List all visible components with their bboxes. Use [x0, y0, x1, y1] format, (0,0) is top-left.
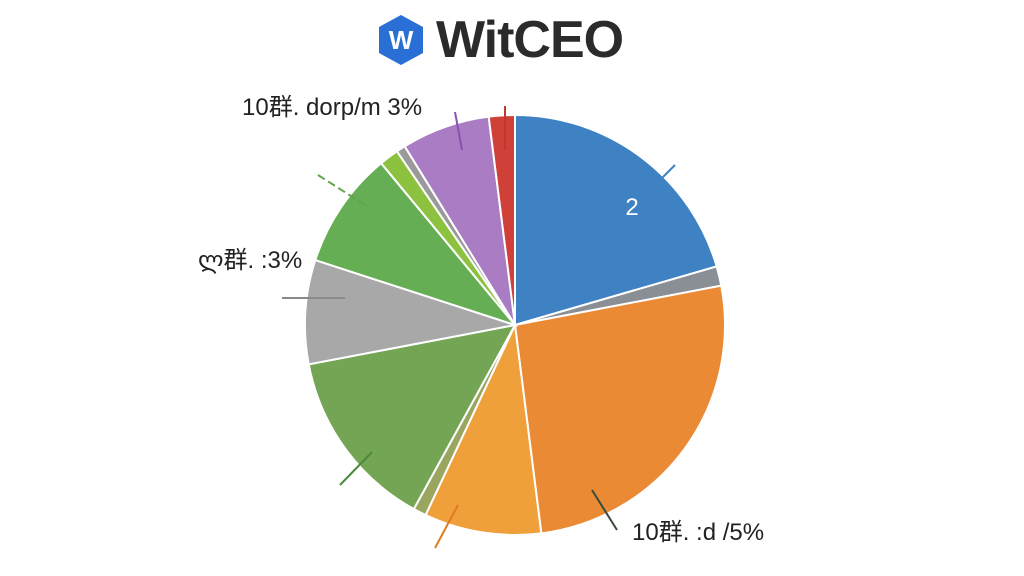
label-callouts — [282, 106, 676, 549]
slice-label-2: 10群. :d /5% — [632, 519, 764, 546]
slice-label-10: 10群. dorp/m 3% — [242, 94, 422, 121]
slice-labels: 2 10群. :d /5% ლ群. :3% 10群. dorp/m 3% — [198, 94, 764, 546]
pie-slice-11 — [487, 113, 516, 326]
callout-line-orange-right — [591, 489, 618, 531]
callout-line-purple — [454, 111, 463, 151]
brand-logo-letter: W — [389, 25, 414, 55]
callout-line-lightgreen — [317, 174, 366, 206]
pie-slice-2 — [513, 284, 726, 535]
brand-name: WitCEO — [436, 11, 624, 69]
pie-slice-3 — [424, 321, 543, 536]
callout-line-orange-bottom — [434, 504, 459, 549]
slice-label-0: 2 — [625, 194, 638, 221]
pie-slice-0 — [514, 113, 718, 327]
brand-logo-icon: W — [379, 15, 423, 65]
pie-slice-6 — [304, 258, 516, 366]
brand-header: W WitCEO — [376, 10, 624, 70]
callout-line-darkgreen — [339, 451, 373, 486]
callout-line-blue — [639, 164, 676, 201]
pie-slices — [304, 113, 726, 536]
slice-label-6: ლ群. :3% — [198, 247, 302, 274]
pie-slice-7 — [314, 161, 518, 328]
